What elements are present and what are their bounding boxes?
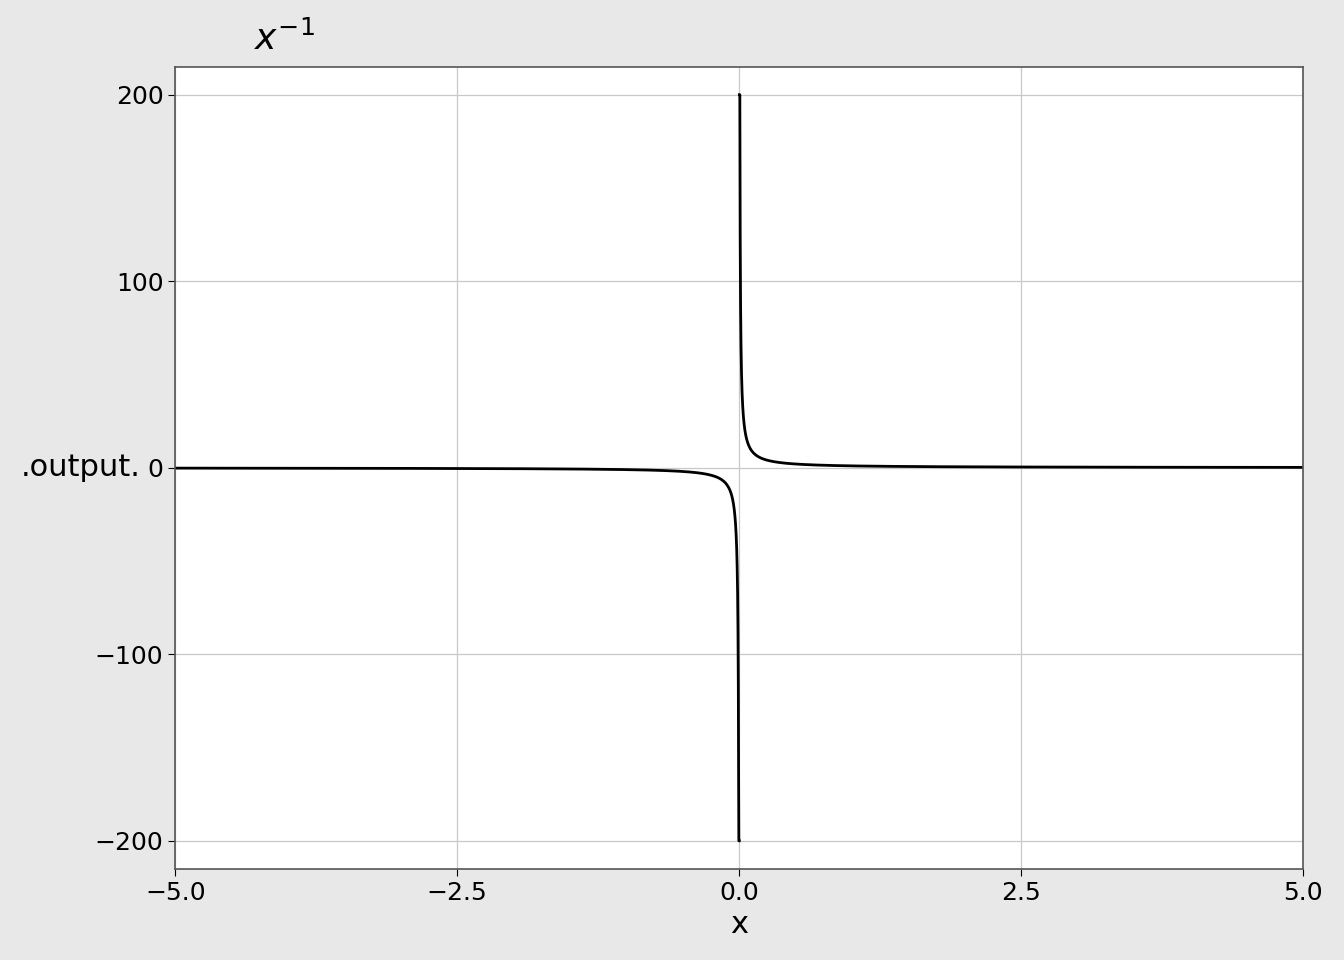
Y-axis label: .output.: .output. (22, 453, 141, 482)
Text: $x^{-1}$: $x^{-1}$ (254, 21, 314, 57)
X-axis label: x: x (730, 910, 749, 939)
